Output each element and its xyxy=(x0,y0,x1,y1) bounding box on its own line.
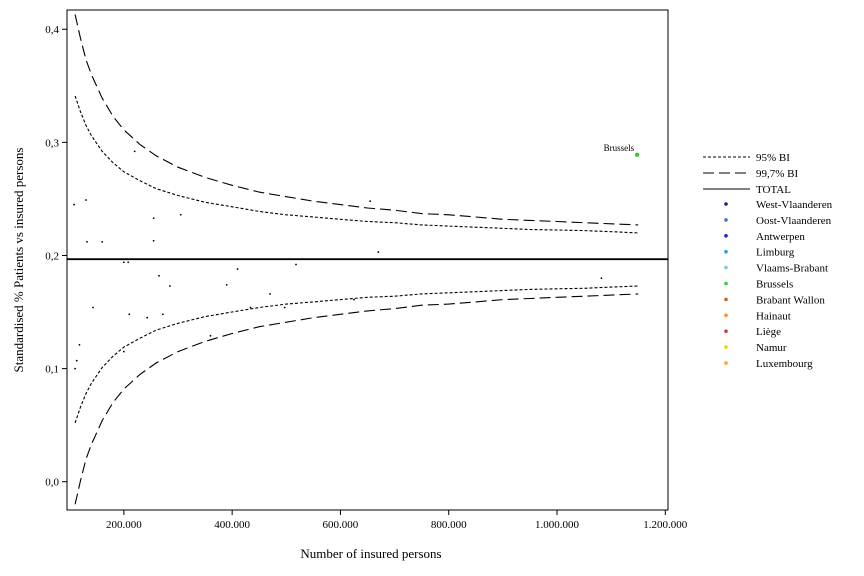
legend-label: 99,7% BI xyxy=(756,168,799,180)
curve-dashed-upper xyxy=(74,14,639,226)
data-point xyxy=(127,261,130,264)
data-point xyxy=(122,350,125,353)
data-point xyxy=(128,313,131,316)
x-tick-label: 800.000 xyxy=(431,519,467,531)
data-point xyxy=(85,199,87,201)
data-point xyxy=(78,343,81,346)
x-tick-label: 600.000 xyxy=(323,519,359,531)
legend-marker xyxy=(724,265,728,270)
legend-label: Limburg xyxy=(756,247,795,259)
legend-marker xyxy=(724,345,728,349)
data-point xyxy=(353,298,355,301)
plot-frame xyxy=(66,9,669,511)
legend-label: Luxembourg xyxy=(756,358,813,370)
x-tick-label: 200.000 xyxy=(106,519,142,531)
legend-label: Antwerpen xyxy=(756,231,805,243)
data-point xyxy=(158,274,160,277)
data-point xyxy=(92,306,94,309)
data-point xyxy=(295,263,297,266)
x-tick-label: 1.000.000 xyxy=(535,519,580,531)
data-point-brussels xyxy=(634,152,640,157)
data-point xyxy=(377,251,380,253)
data-point xyxy=(146,316,149,319)
legend-label: Liège xyxy=(756,326,781,338)
data-point xyxy=(249,306,252,309)
data-point xyxy=(168,285,171,287)
plot-lines xyxy=(67,14,668,505)
data-point xyxy=(283,306,286,309)
data-point xyxy=(161,313,164,316)
y-axis: 0,0 0,1 0,2 0,3 0,4 xyxy=(45,24,67,489)
y-tick-label: 0,3 xyxy=(45,137,59,149)
data-point xyxy=(86,241,88,243)
legend-label: Vlaams-Brabant xyxy=(756,263,828,275)
data-point xyxy=(269,293,271,295)
y-tick-label: 0,2 xyxy=(45,250,59,262)
y-tick-label: 0,1 xyxy=(45,364,59,376)
legend-marker xyxy=(724,361,728,365)
data-point xyxy=(133,150,136,153)
data-point xyxy=(225,283,228,286)
legend-label: Namur xyxy=(756,342,787,354)
data-point xyxy=(179,213,182,216)
curve-dotted-lower xyxy=(74,285,639,424)
legend-marker xyxy=(724,297,728,302)
data-point xyxy=(101,241,104,243)
legend-label: Brussels xyxy=(756,279,793,291)
plot-points xyxy=(73,150,640,370)
legend: 95% BI 99,7% BI TOTAL West-Vlaanderen Oost-V… xyxy=(703,152,833,370)
legend-label: Oost-Vlaanderen xyxy=(756,215,832,227)
legend-marker xyxy=(724,202,728,206)
legend-marker xyxy=(724,313,728,318)
legend-marker xyxy=(724,234,728,238)
data-point xyxy=(75,359,78,362)
annotations: Brussels xyxy=(604,143,635,153)
legend-marker xyxy=(724,249,728,254)
curve-dotted-upper xyxy=(74,95,639,234)
data-point xyxy=(74,367,77,370)
x-tick-label: 400.000 xyxy=(214,519,250,531)
data-point xyxy=(600,277,603,279)
x-axis-title: Number of insured persons xyxy=(300,546,441,561)
data-point xyxy=(73,203,75,206)
y-axis-title: Standardised % Patients vs insured perso… xyxy=(11,148,26,373)
legend-marker xyxy=(724,281,728,286)
legend-marker xyxy=(724,218,728,222)
data-point xyxy=(209,334,212,337)
y-tick-label: 0,0 xyxy=(45,477,59,489)
legend-marker xyxy=(724,329,728,334)
data-point xyxy=(152,239,155,242)
legend-label: West-Vlaanderen xyxy=(756,199,833,211)
data-point xyxy=(369,200,372,203)
legend-label: Hainaut xyxy=(756,310,791,322)
annotation-label: Brussels xyxy=(604,143,635,153)
x-axis: 200.000 400.000 600.000 800.000 1.000.000 1.2… xyxy=(106,510,688,531)
x-tick-label: 1.200.000 xyxy=(643,519,688,531)
data-point xyxy=(236,268,239,270)
curve-dashed-lower xyxy=(74,293,639,505)
y-tick-label: 0,4 xyxy=(45,24,59,36)
legend-label: TOTAL xyxy=(756,184,791,196)
data-point xyxy=(152,217,155,220)
legend-label: 95% BI xyxy=(756,152,790,164)
legend-label: Brabant Wallon xyxy=(756,294,825,306)
data-point xyxy=(122,261,125,264)
